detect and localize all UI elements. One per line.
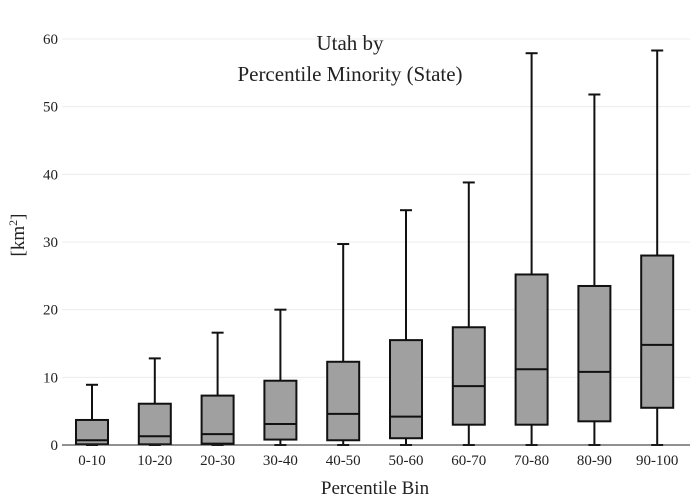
box-50-60 — [389, 209, 423, 446]
box-20-30 — [200, 331, 235, 446]
x-tick-label: 0-10 — [78, 453, 106, 469]
iqr-box — [200, 394, 235, 445]
chart-title-line-1: Utah by — [316, 31, 384, 55]
x-tick-label: 30-40 — [263, 453, 298, 469]
iqr-box — [451, 326, 486, 426]
x-tick-label: 50-60 — [389, 453, 424, 469]
box-90-100 — [640, 49, 675, 446]
box-10-20 — [137, 357, 172, 446]
box-60-70 — [451, 181, 486, 446]
box-series — [75, 49, 675, 446]
chart-title-line-2: Percentile Minority (State) — [237, 62, 462, 86]
y-axis-title-superscript: 2 — [6, 220, 20, 226]
box-80-90 — [577, 93, 612, 446]
y-tick-label: 30 — [43, 235, 58, 251]
box-0-10 — [75, 383, 109, 446]
y-tick-label: 40 — [43, 167, 58, 183]
y-tick-label: 20 — [43, 303, 58, 319]
iqr-box — [389, 339, 423, 440]
box-70-80 — [514, 52, 549, 446]
x-tick-label: 60-70 — [451, 453, 486, 469]
y-axis-title-base: [km — [8, 226, 29, 257]
iqr-box — [514, 273, 549, 426]
iqr-box — [326, 360, 361, 442]
iqr-box — [577, 284, 612, 423]
x-tick-label: 70-80 — [514, 453, 549, 469]
y-tick-label: 50 — [43, 100, 58, 116]
y-tick-label: 60 — [43, 32, 58, 48]
y-axis-title: [km2] — [6, 214, 29, 257]
box-30-40 — [263, 308, 298, 446]
x-tick-label: 20-30 — [200, 453, 235, 469]
x-axis-title: Percentile Bin — [321, 478, 430, 499]
x-tick-label: 90-100 — [636, 453, 679, 469]
iqr-box — [137, 402, 172, 446]
y-tick-label: 10 — [43, 370, 58, 386]
box-40-50 — [326, 243, 361, 446]
y-tick-label: 0 — [51, 438, 59, 454]
x-tick-label: 10-20 — [137, 453, 172, 469]
y-tick-labels: 0 10 20 30 40 50 60 — [43, 32, 58, 454]
x-tick-label: 80-90 — [577, 453, 612, 469]
iqr-box — [263, 379, 298, 441]
x-tick-labels: 0-10 10-20 20-30 30-40 40-50 50-60 60-70 70-80 8… — [78, 453, 678, 469]
x-tick-label: 40-50 — [326, 453, 361, 469]
iqr-box — [640, 254, 675, 409]
y-axis-title-close: ] — [8, 214, 29, 220]
